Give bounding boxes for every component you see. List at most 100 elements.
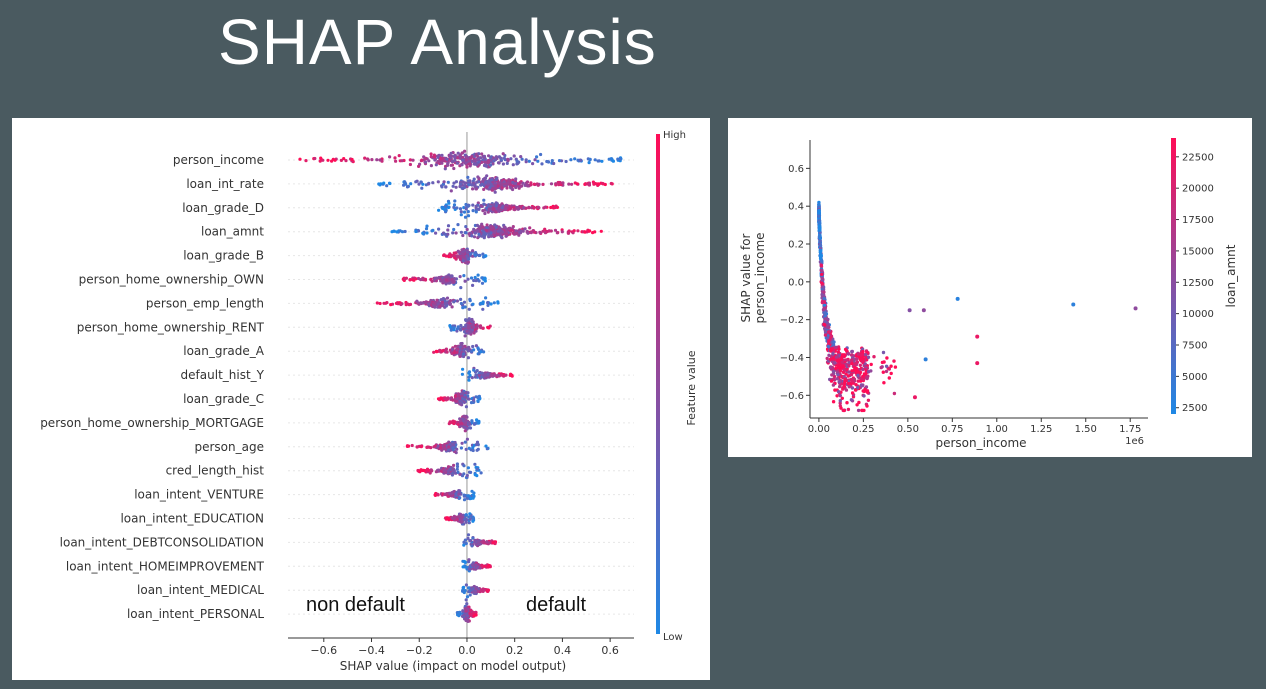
feature-label-loan-intent-personal: loan_intent_PERSONAL	[127, 607, 264, 621]
dependence-dot	[858, 370, 863, 375]
beeswarm-dot	[458, 156, 462, 160]
beeswarm-dot	[494, 204, 498, 208]
beeswarm-dot	[510, 228, 514, 232]
dependence-dot	[857, 400, 861, 405]
beeswarm-dot	[453, 155, 457, 159]
beeswarm-dot	[479, 350, 483, 354]
beeswarm-dot	[451, 326, 455, 330]
beeswarm-dot	[443, 232, 447, 236]
beeswarm-dot	[462, 206, 466, 210]
beeswarm-dot	[487, 207, 491, 211]
dependence-dot	[863, 387, 867, 392]
beeswarm-dot	[484, 232, 488, 236]
beeswarm-dot	[471, 302, 475, 306]
beeswarm-dot	[596, 159, 600, 163]
beeswarm-dot	[465, 518, 469, 522]
colorbar-title: loan_amnt	[1224, 244, 1238, 307]
shap-summary-svg: person_incomeloan_int_rateloan_grade_Dlo…	[40, 130, 698, 673]
beeswarm-dot	[618, 157, 622, 161]
dependence-dot	[847, 370, 851, 374]
beeswarm-row-loan-intent-personal	[455, 602, 478, 623]
beeswarm-dot	[480, 281, 485, 285]
beeswarm-dot	[471, 536, 475, 540]
beeswarm-dot	[460, 151, 464, 155]
beeswarm-dot	[521, 205, 526, 210]
dependence-dot	[872, 355, 876, 359]
beeswarm-row-loan-intent-homeimprovement	[461, 558, 492, 573]
beeswarm-dot	[385, 301, 389, 305]
beeswarm-dot	[470, 544, 474, 548]
dependence-outlier	[975, 334, 980, 339]
feature-label-loan-intent-debtconsolidation: loan_intent_DEBTCONSOLIDATION	[60, 535, 264, 549]
beeswarm-dot	[449, 328, 453, 332]
dependence-dot	[840, 360, 845, 364]
beeswarm-dot	[458, 275, 462, 279]
beeswarm-dot	[465, 473, 469, 478]
beeswarm-dot	[553, 228, 558, 232]
beeswarm-dot	[449, 163, 453, 167]
beeswarm-dot	[520, 157, 524, 161]
beeswarm-dot	[471, 446, 475, 450]
beeswarm-dot	[439, 298, 443, 302]
beeswarm-dot	[468, 156, 472, 160]
beeswarm-dot	[485, 447, 489, 451]
beeswarm-dot	[461, 565, 465, 569]
beeswarm-dot	[474, 613, 478, 617]
beeswarm-dot	[392, 229, 396, 233]
dependence-dot	[839, 406, 843, 410]
dependence-dot	[882, 381, 886, 385]
beeswarm-dot	[515, 162, 519, 166]
beeswarm-dot	[491, 162, 495, 166]
beeswarm-dot	[375, 158, 379, 162]
beeswarm-dot	[425, 224, 429, 228]
beeswarm-dot	[452, 203, 457, 207]
dependence-dot	[844, 388, 849, 392]
beeswarm-dot	[511, 163, 515, 167]
beeswarm-dot	[433, 493, 437, 497]
beeswarm-dot	[473, 462, 477, 466]
colorbar-tick-label: 10000	[1182, 309, 1214, 320]
beeswarm-dot	[480, 276, 484, 280]
dependence-dot	[838, 399, 842, 403]
beeswarm-dot	[511, 225, 515, 229]
beeswarm-dot	[462, 300, 467, 304]
beeswarm-dot	[400, 159, 404, 163]
beeswarm-dot	[444, 185, 448, 189]
dependence-dot	[850, 386, 855, 390]
annotation-non-default: non default	[306, 594, 405, 616]
beeswarm-dot	[509, 157, 513, 161]
beeswarm-dot	[344, 159, 348, 163]
beeswarm-dot	[456, 347, 460, 351]
beeswarm-dot	[462, 493, 466, 497]
dependence-dot	[823, 311, 827, 315]
beeswarm-dot	[395, 230, 399, 234]
beeswarm-dot	[462, 464, 466, 468]
beeswarm-dot	[576, 229, 580, 233]
dependence-dot	[836, 373, 840, 377]
beeswarm-dot	[509, 182, 513, 187]
beeswarm-dot	[467, 422, 472, 426]
beeswarm-dot	[573, 181, 577, 185]
beeswarm-dot	[463, 305, 467, 309]
beeswarm-dot	[466, 260, 470, 264]
beeswarm-dot	[557, 159, 562, 163]
beeswarm-dot	[519, 155, 523, 159]
beeswarm-dot	[459, 301, 463, 306]
dependence-dot	[820, 281, 824, 285]
dependence-outlier	[1133, 306, 1138, 311]
beeswarm-dot	[460, 614, 465, 618]
beeswarm-dot	[473, 590, 477, 594]
beeswarm-dot	[467, 370, 472, 374]
beeswarm-dot	[491, 156, 495, 160]
beeswarm-dot	[388, 181, 392, 186]
y-tick-label: −0.4	[780, 353, 804, 364]
beeswarm-dot	[504, 373, 508, 377]
beeswarm-dot	[446, 224, 451, 228]
beeswarm-dot	[443, 468, 447, 473]
feature-label-person-home-ownership-own: person_home_ownership_OWN	[79, 273, 264, 287]
dependence-dot	[833, 361, 837, 365]
beeswarm-dot	[468, 611, 472, 616]
colorbar-title: Feature value	[685, 350, 698, 425]
beeswarm-dot	[479, 204, 483, 208]
dependence-dot	[863, 372, 868, 376]
